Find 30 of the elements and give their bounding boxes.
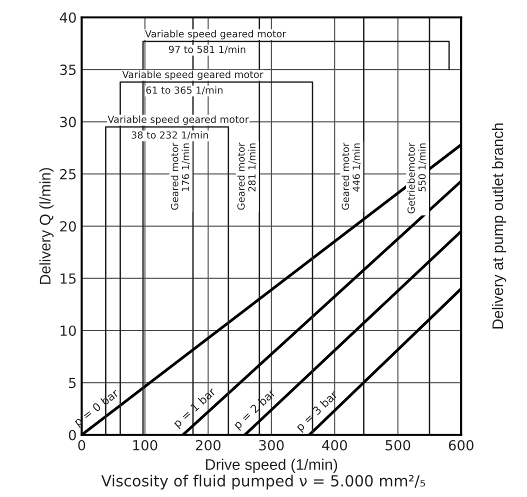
y-tick-label: 15: [60, 273, 76, 284]
y-tick-label: 5: [69, 378, 76, 388]
y-axis-title: Delivery Q (l/min): [39, 168, 54, 284]
x-axis-title: Drive speed (1/min): [206, 458, 338, 473]
ref-line-label: Geared motor 446 1/min: [342, 142, 361, 210]
ref-line-label: Getriebemotor 550 1/min: [407, 142, 426, 214]
x-tick-label: 600: [448, 440, 474, 450]
x-tick-label: 400: [322, 440, 347, 450]
ref-line-label: Geared motor 176 1/min: [170, 142, 190, 210]
x-tick-label: 500: [386, 440, 410, 450]
x-tick-label: 200: [196, 440, 220, 450]
x-tick-label: 300: [259, 440, 284, 450]
y-tick-label: 40: [60, 12, 76, 23]
text: Viscosity of fluid pumped ν = 5.000 mm²/₅: [101, 474, 426, 490]
annotation: Variable speed geared motor 38 to 232 1/min: [108, 115, 249, 140]
text: p = 2 bar: [232, 388, 278, 431]
x-tick-label: 100: [133, 440, 158, 450]
y-tick-label: 30: [60, 116, 76, 128]
y-tick-label: 10: [60, 325, 76, 336]
ref-line-label: Geared motor 281 1/min: [237, 142, 256, 210]
y-tick-label: 0: [68, 430, 76, 440]
y2-axis-title: Delivery at pump outlet branch: [492, 124, 506, 328]
x-tick-label: 0: [78, 440, 86, 450]
text: p = 0 bar: [73, 388, 121, 428]
y-tick-label: 35: [60, 64, 76, 76]
text: p = 3 bar: [295, 390, 340, 433]
annotation: Variable speed geared motor 97 to 581 1/min: [145, 30, 286, 54]
annotation: Variable speed geared motor 61 to 365 1/min: [122, 70, 264, 95]
y-tick-label: 25: [60, 168, 76, 180]
y-tick-label: 20: [60, 221, 76, 232]
